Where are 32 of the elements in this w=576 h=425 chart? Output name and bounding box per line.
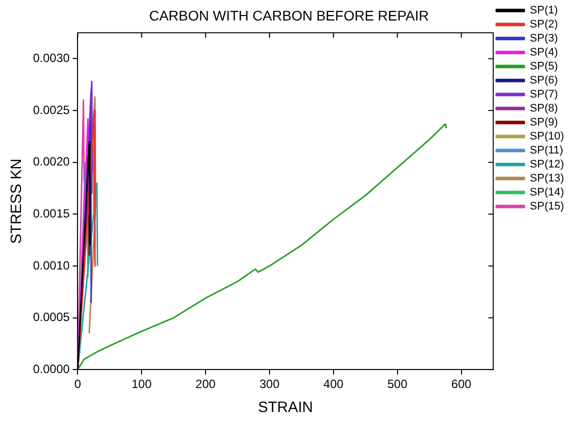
x-axis-title: STRAIN: [258, 399, 313, 416]
legend-label: SP(8): [530, 102, 558, 115]
y-tick-label: 0.0005: [33, 310, 70, 324]
x-tick-label: 600: [451, 377, 472, 392]
y-tick-label: 0.0020: [33, 154, 70, 169]
x-tick-label: 500: [387, 377, 408, 392]
legend-label: SP(6): [530, 74, 558, 87]
y-axis-title: STRESS KN: [8, 158, 26, 244]
legend-label: SP(2): [530, 18, 558, 31]
legend-label: SP(7): [530, 88, 558, 101]
legend-label: SP(11): [530, 144, 564, 157]
x-tick-label: 200: [196, 377, 216, 392]
legend-label: SP(9): [530, 116, 558, 129]
legend-label: SP(14): [530, 186, 564, 199]
legend-label: SP(10): [530, 130, 564, 143]
legend-label: SP(13): [530, 172, 564, 185]
legend-label: SP(12): [530, 158, 564, 171]
legend-label: SP(15): [530, 200, 564, 213]
chart-title: CARBON WITH CARBON BEFORE REPAIR: [149, 7, 429, 24]
x-tick-label: 400: [323, 377, 344, 392]
y-tick-label: 0.0025: [33, 102, 70, 117]
y-tick-label: 0.0010: [33, 258, 70, 272]
y-tick-label: 0.0015: [33, 206, 70, 220]
y-tick-label: 0.0000: [33, 362, 70, 376]
legend-label: SP(5): [530, 60, 558, 73]
y-tick-label: 0.0030: [33, 51, 70, 66]
legend-label: SP(1): [530, 4, 558, 17]
x-tick-label: 300: [259, 377, 280, 392]
x-tick-label: 0: [74, 377, 82, 392]
legend-label: SP(3): [530, 32, 558, 45]
x-tick-label: 100: [132, 377, 152, 392]
legend-label: SP(4): [530, 46, 558, 59]
